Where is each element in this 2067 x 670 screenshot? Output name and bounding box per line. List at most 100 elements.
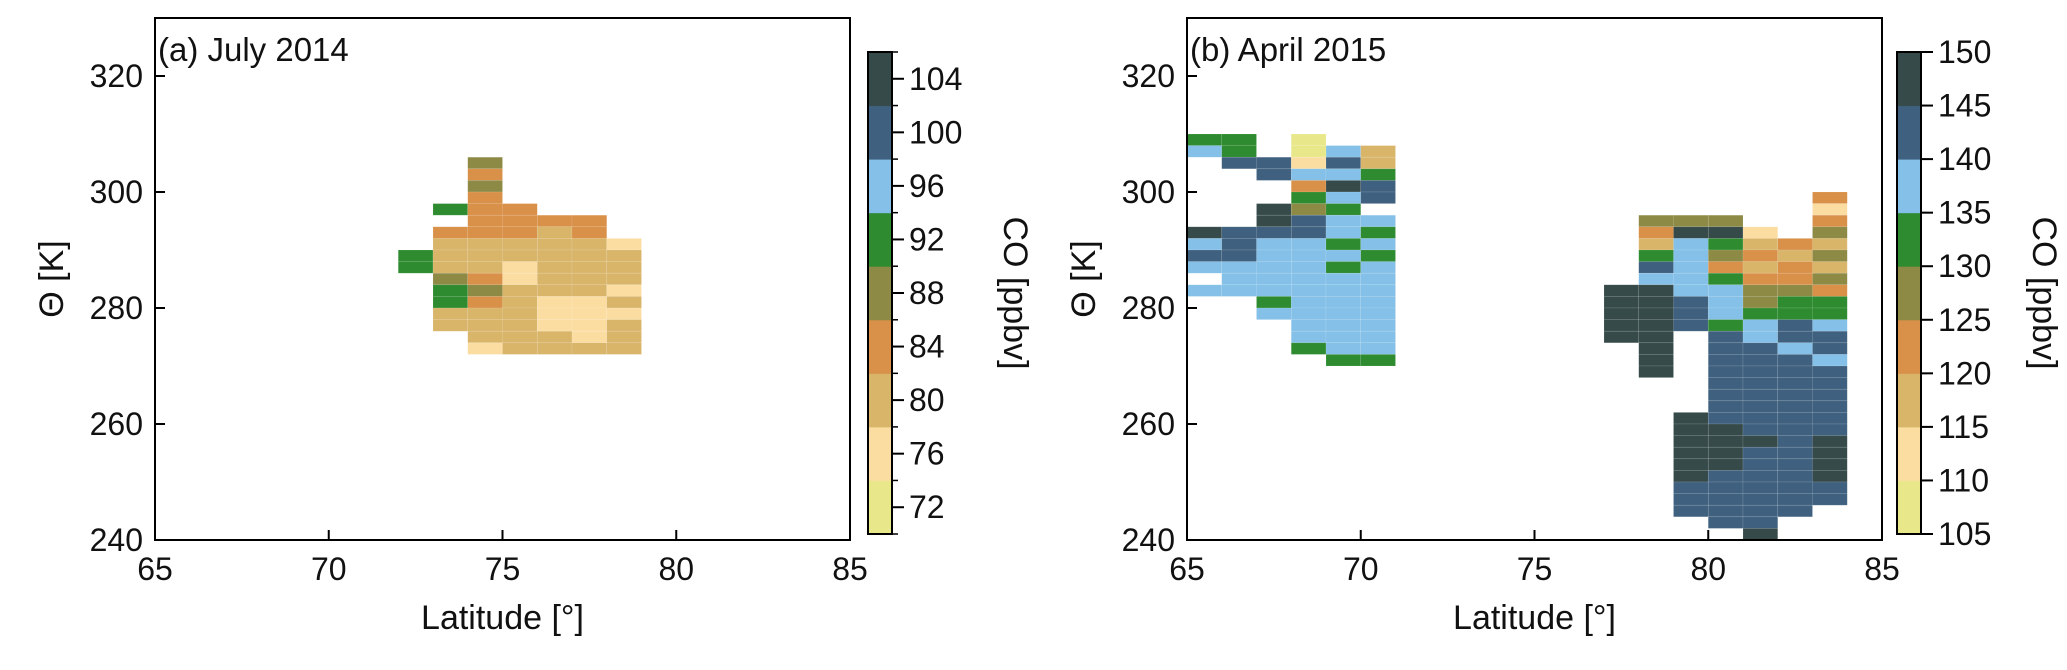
x-tick-label: 70 xyxy=(311,551,347,587)
heatmap-cell xyxy=(1707,296,1744,309)
heatmap-cell xyxy=(1812,307,1848,320)
heatmap-cell xyxy=(571,226,608,239)
heatmap-cell xyxy=(1673,423,1709,436)
heatmap-cell xyxy=(1256,261,1292,274)
heatmap-cell xyxy=(536,238,573,251)
heatmap-cell xyxy=(1325,145,1362,158)
heatmap-cell xyxy=(397,261,434,274)
heatmap-cell xyxy=(1256,249,1292,262)
heatmap-cell xyxy=(1673,249,1709,262)
heatmap-cell xyxy=(1812,481,1848,494)
heatmap-cell xyxy=(432,272,469,286)
heatmap-cell xyxy=(1777,423,1813,436)
heatmap-cell xyxy=(432,226,469,239)
heatmap-cell xyxy=(571,296,608,309)
heatmap-cell xyxy=(1256,214,1292,228)
heatmap-cell xyxy=(1325,307,1362,320)
heatmap-cell xyxy=(1638,261,1674,274)
heatmap-cell xyxy=(571,307,608,320)
heatmap-cell xyxy=(606,238,642,251)
heatmap-cell xyxy=(1673,307,1709,320)
heatmap-cell xyxy=(1742,342,1779,355)
heatmap-cell xyxy=(1186,145,1223,158)
heatmap-cell xyxy=(467,249,503,262)
heatmap-cell xyxy=(571,342,608,355)
heatmap-cell xyxy=(1707,412,1744,425)
heatmap-cell xyxy=(1290,307,1327,320)
heatmap-cell xyxy=(1673,470,1709,483)
y-tick-label: 280 xyxy=(1122,290,1175,326)
heatmap-cell xyxy=(1290,145,1327,158)
heatmap-cell xyxy=(1742,272,1779,286)
colorbar-label: CO [ppbv] xyxy=(2025,216,2063,369)
heatmap-cell xyxy=(1360,296,1396,309)
colorbar-tick-label: 72 xyxy=(909,489,945,525)
heatmap-cell xyxy=(1707,470,1744,483)
heatmap-cell xyxy=(467,330,503,344)
heatmap-cell xyxy=(1707,284,1744,297)
heatmap-cell xyxy=(606,272,642,286)
heatmap-cell xyxy=(1742,504,1779,518)
heatmap-cell xyxy=(1673,458,1709,471)
heatmap-cell xyxy=(1221,156,1257,170)
heatmap-cell xyxy=(571,238,608,251)
heatmap-cell xyxy=(467,319,503,332)
colorbar-segment xyxy=(1897,212,1921,267)
heatmap-cell xyxy=(536,249,573,262)
heatmap-cell xyxy=(1673,272,1709,286)
heatmap-cell xyxy=(1603,319,1640,332)
heatmap-cell xyxy=(1742,528,1779,541)
heatmap-cell xyxy=(1812,319,1848,332)
heatmap-cell xyxy=(606,284,642,297)
y-tick-label: 300 xyxy=(90,174,143,210)
heatmap-cell xyxy=(1360,156,1396,170)
heatmap-cell xyxy=(1256,203,1292,216)
heatmap-cell xyxy=(1290,226,1327,239)
colorbar-segment xyxy=(1897,105,1921,160)
heatmap-cell xyxy=(1812,272,1848,286)
heatmap-cell xyxy=(606,261,642,274)
heatmap-cell xyxy=(467,214,503,228)
heatmap-cell xyxy=(1777,435,1813,448)
y-tick-label: 260 xyxy=(1122,406,1175,442)
heatmap-cell xyxy=(1777,261,1813,274)
heatmap-cell xyxy=(1812,365,1848,378)
heatmap-cell xyxy=(1290,214,1327,228)
heatmap-cell xyxy=(1812,261,1848,274)
heatmap-cell xyxy=(1290,191,1327,204)
heatmap-cell xyxy=(571,214,608,228)
heatmap-cell xyxy=(571,284,608,297)
heatmap-cell xyxy=(1325,156,1362,170)
heatmap-cell xyxy=(1603,330,1640,344)
heatmap-cell xyxy=(1777,342,1813,355)
heatmap-cell xyxy=(536,284,573,297)
colorbar-segment xyxy=(868,480,892,535)
heatmap-cell xyxy=(1707,249,1744,262)
heatmap-cell xyxy=(1742,446,1779,460)
heatmap-cell xyxy=(1742,261,1779,274)
heatmap-cell xyxy=(467,342,503,355)
heatmap-cell xyxy=(1638,214,1674,228)
heatmap-cell xyxy=(571,330,608,344)
heatmap-cell xyxy=(536,342,573,355)
heatmap-cell xyxy=(1360,330,1396,344)
colorbar-tick-label: 84 xyxy=(909,329,945,365)
heatmap-cell xyxy=(571,249,608,262)
heatmap-cell xyxy=(1638,238,1674,251)
heatmap-cell xyxy=(1325,284,1362,297)
heatmap-cell xyxy=(1673,504,1709,518)
colorbar-segment xyxy=(868,105,892,160)
heatmap-cell xyxy=(1221,226,1257,239)
heatmap-cell xyxy=(1812,435,1848,448)
heatmap-cell xyxy=(1777,365,1813,378)
heatmap-cell xyxy=(1673,481,1709,494)
heatmap-cell xyxy=(1360,145,1396,158)
colorbar-tick-label: 140 xyxy=(1938,141,1991,177)
heatmap-cell xyxy=(1812,377,1848,390)
heatmap-cell xyxy=(1777,481,1813,494)
heatmap-cell xyxy=(467,191,503,204)
heatmap-cell xyxy=(536,296,573,309)
colorbar: 72 76 80 84 88 92 96 100 104 CO [ppbv] xyxy=(867,51,1034,535)
heatmap-cell xyxy=(1290,342,1327,355)
colorbar-segment xyxy=(1897,159,1921,214)
